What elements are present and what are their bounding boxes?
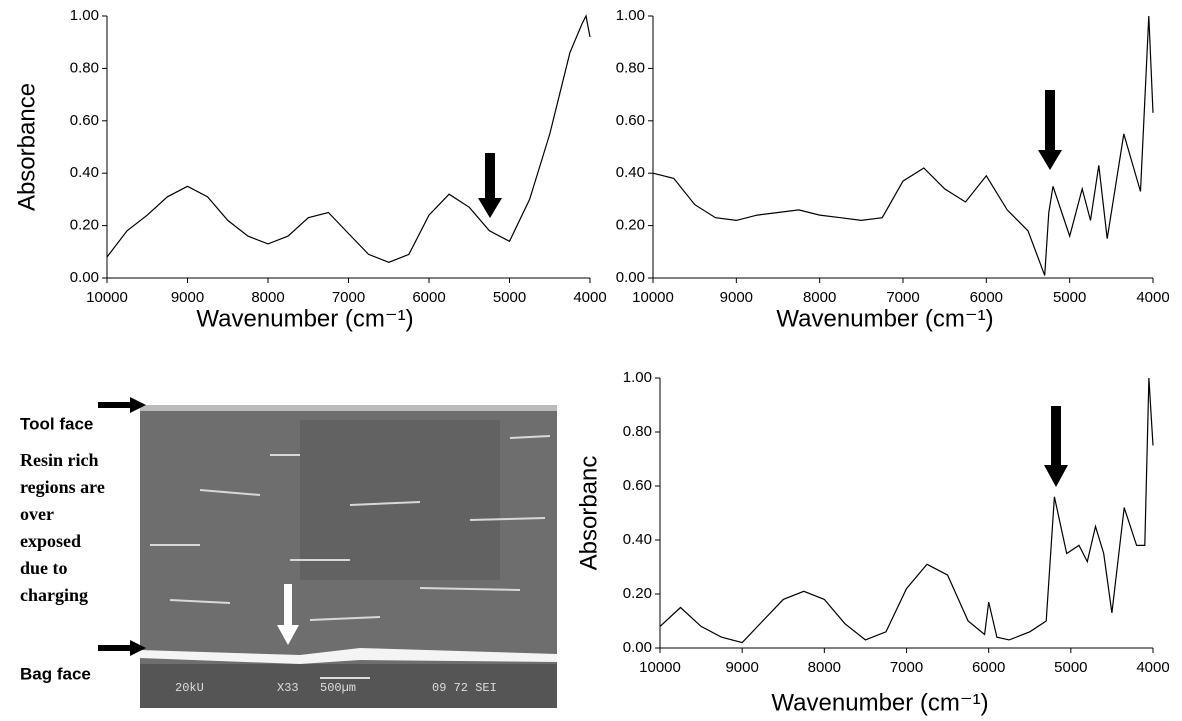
y-tick-label: 0.80	[623, 423, 652, 440]
spectrum-line	[652, 15, 1154, 276]
y-tick-label: 0.60	[623, 477, 652, 494]
y-tick-label: 0.20	[623, 585, 652, 602]
x-tick-label: 5000	[493, 289, 526, 306]
sem-overlay: X33	[277, 681, 299, 695]
x-axis-label: Wavenumber (cm⁻¹)	[776, 305, 993, 332]
y-tick-label: 0.00	[616, 269, 645, 286]
y-tick-label: 0.20	[70, 217, 99, 234]
x-tick-label: 10000	[632, 289, 674, 306]
y-tick-label: 0.60	[616, 112, 645, 129]
x-axis-label: Wavenumber (cm⁻¹)	[196, 305, 413, 332]
x-tick-label: 10000	[86, 289, 128, 306]
bag-face-label: Bag face	[20, 664, 91, 683]
x-tick-label: 4000	[1136, 289, 1169, 306]
x-axis-label: Wavenumber (cm⁻¹)	[771, 689, 988, 716]
x-tick-label: 7000	[332, 289, 365, 306]
sem-image: 20kU X33 500µm 09 72 SEI	[140, 405, 557, 708]
sem-streaks	[150, 435, 551, 621]
y-tick-label: 0.80	[616, 59, 645, 76]
y-axis-label: Absorbance	[13, 83, 40, 211]
x-tick-label: 5000	[1053, 289, 1086, 306]
x-tick-label: 7000	[886, 289, 919, 306]
x-tick-label: 5000	[1054, 659, 1087, 676]
x-tick-label: 8000	[251, 289, 284, 306]
bag-face-edge	[140, 648, 557, 664]
x-tick-label: 8000	[803, 289, 836, 306]
note-line: over	[20, 504, 54, 524]
y-tick-label: 0.20	[616, 217, 645, 234]
white-arrow	[277, 584, 299, 645]
y-tick-label: 1.00	[616, 7, 645, 24]
sem-overlay: 20kU	[175, 681, 204, 695]
x-tick-label: 6000	[412, 289, 445, 306]
note: Resin rich regions are over exposed due to ch…	[20, 450, 105, 605]
sem-overlay: 09 72 SEI	[432, 681, 497, 695]
bag-arrow	[98, 640, 146, 656]
y-axis-label: Absorbanc	[575, 456, 602, 571]
x-tick-label: 9000	[171, 289, 204, 306]
arrow-marker	[478, 153, 502, 218]
x-tick-label: 9000	[725, 659, 758, 676]
x-tick-label: 8000	[808, 659, 841, 676]
arrow-marker	[1038, 90, 1062, 170]
x-tick-label: 9000	[720, 289, 753, 306]
x-tick-label: 6000	[972, 659, 1005, 676]
sem-shade	[300, 420, 500, 580]
tool-arrow	[98, 397, 146, 413]
x-tick-label: 7000	[890, 659, 923, 676]
x-tick-label: 4000	[1136, 659, 1169, 676]
y-tick-label: 1.00	[70, 7, 99, 24]
note-line: charging	[20, 585, 88, 605]
tool-face-label: Tool face	[20, 414, 93, 433]
y-tick-label: 0.00	[70, 269, 99, 286]
arrow-marker	[1044, 406, 1068, 487]
sem-edge	[140, 405, 557, 411]
x-tick-label: 6000	[970, 289, 1003, 306]
y-tick-label: 0.40	[70, 164, 99, 181]
x-tick-label: 10000	[639, 659, 681, 676]
sem-footer	[140, 664, 557, 708]
y-tick-label: 1.00	[623, 369, 652, 386]
y-tick-label: 0.00	[623, 639, 652, 656]
y-tick-label: 0.80	[70, 59, 99, 76]
spectrum-line	[659, 377, 1154, 644]
y-tick-label: 0.40	[623, 531, 652, 548]
y-tick-label: 0.60	[70, 112, 99, 129]
note-line: exposed	[20, 531, 81, 551]
note-line: Resin rich	[20, 450, 99, 470]
sem-overlay: 500µm	[320, 681, 356, 695]
note-line: regions are	[20, 477, 105, 497]
spectrum-line	[106, 14, 591, 263]
x-tick-label: 4000	[573, 289, 606, 306]
y-tick-label: 0.40	[616, 164, 645, 181]
note-line: due to	[20, 558, 68, 578]
